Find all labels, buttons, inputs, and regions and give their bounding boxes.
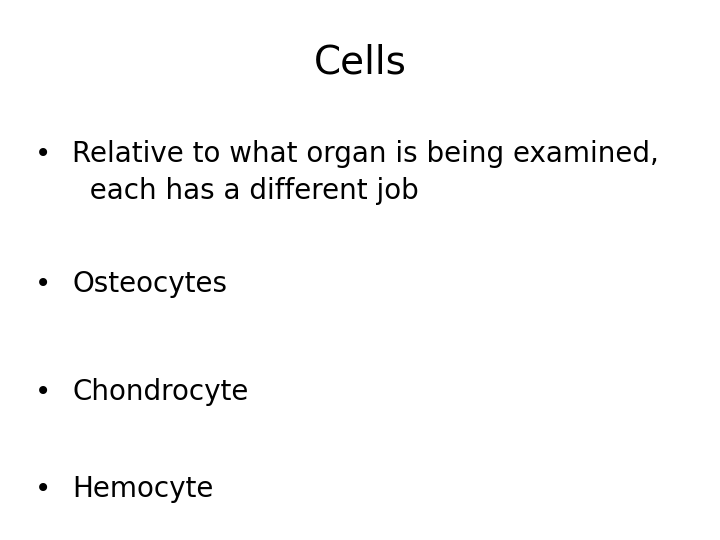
Text: Relative to what organ is being examined,
  each has a different job: Relative to what organ is being examined…: [72, 140, 659, 205]
Text: •: •: [35, 140, 51, 168]
Text: •: •: [35, 270, 51, 298]
Text: •: •: [35, 475, 51, 503]
Text: •: •: [35, 378, 51, 406]
Text: Osteocytes: Osteocytes: [72, 270, 227, 298]
Text: Cells: Cells: [314, 43, 406, 81]
Text: Chondrocyte: Chondrocyte: [72, 378, 248, 406]
Text: Hemocyte: Hemocyte: [72, 475, 213, 503]
